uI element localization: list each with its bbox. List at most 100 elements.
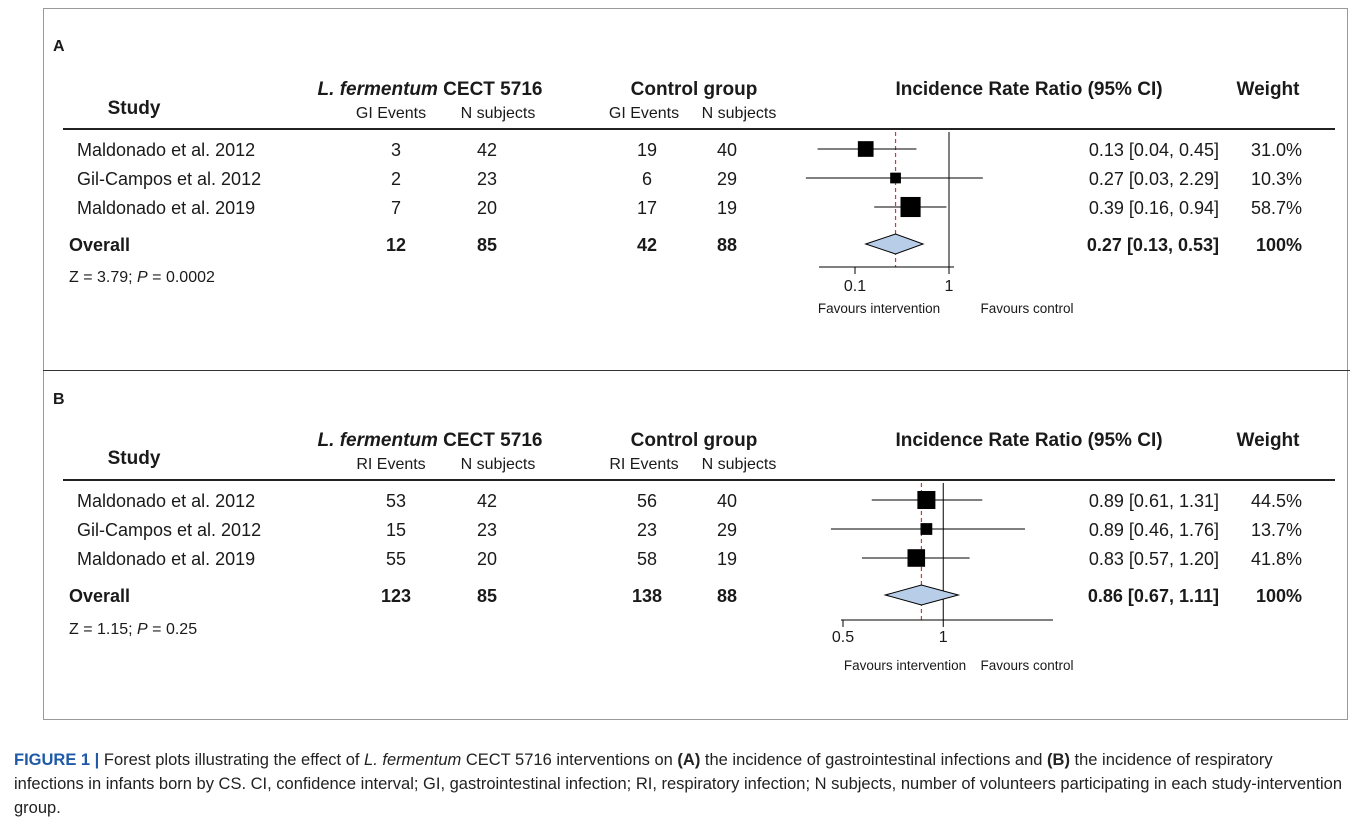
caption-panel-ref: (B) [1047, 751, 1070, 769]
axis-tick-label: 0.5 [831, 629, 855, 646]
study-header: Study [107, 98, 161, 119]
p-value: = 0.0002 [147, 269, 215, 286]
effect-header: Incidence Rate Ratio (95% CI) [895, 430, 1163, 451]
control-n-header: N subjects [701, 456, 777, 473]
control-n: 29 [716, 520, 738, 540]
intervention-n: 23 [476, 169, 498, 189]
favours-control: Favours control [980, 658, 1074, 673]
panel-b: B Study L. fermentum CECT 5716 Control g… [44, 371, 1349, 720]
intervention-header: L. fermentum CECT 5716 [318, 79, 543, 101]
strain-name: CECT 5716 [437, 79, 543, 100]
intervention-events-header: GI Events [355, 105, 427, 122]
study-name: Maldonado et al. 2012 [77, 140, 256, 160]
ci-text: 0.89 [0.46, 1.76] [1088, 520, 1219, 540]
weight-value: 10.3% [1250, 169, 1302, 189]
intervention-n-header: N subjects [460, 105, 536, 122]
panel-letter: B [53, 391, 65, 408]
overall-diamond [883, 584, 961, 606]
intervention-events: 15 [385, 520, 407, 540]
weight-header: Weight [1236, 79, 1300, 100]
axis-tick-label: 0.1 [843, 278, 867, 295]
caption-species: L. fermentum [364, 751, 462, 769]
study-marker [857, 141, 874, 157]
study-marker [907, 549, 926, 567]
z-prefix: Z = 1.15; [69, 621, 138, 638]
weight-value: 31.0% [1250, 140, 1302, 160]
panel-a: A Study L. fermentum CECT 5716 Control g… [44, 8, 1349, 370]
control-n: 88 [716, 235, 738, 255]
ci-text: 0.86 [0.67, 1.11] [1087, 586, 1219, 606]
effect-header: Incidence Rate Ratio (95% CI) [895, 79, 1163, 100]
weight-value: 100% [1255, 586, 1302, 606]
control-n-header: N subjects [701, 105, 777, 122]
header-rule [63, 479, 1335, 481]
forest-plot-a [805, 132, 983, 274]
overall-diamond [864, 233, 925, 255]
control-events: 6 [641, 169, 653, 189]
intervention-events: 2 [390, 169, 402, 189]
species-name: L. fermentum [317, 430, 438, 451]
control-events: 138 [631, 586, 663, 606]
control-n: 40 [716, 491, 738, 511]
axis-tick-label: 1 [944, 278, 954, 295]
study-header: Study [107, 448, 161, 469]
ci-text: 0.27 [0.03, 2.29] [1088, 169, 1219, 189]
intervention-n: 85 [476, 586, 498, 606]
control-n: 29 [716, 169, 738, 189]
header-rule [63, 128, 1335, 130]
favours-control: Favours control [980, 301, 1074, 316]
overall-label: Overall [69, 235, 131, 255]
axis-tick-label: 1 [938, 629, 948, 646]
overall-label: Overall [69, 586, 131, 606]
ci-text: 0.83 [0.57, 1.20] [1088, 549, 1219, 569]
study-name: Maldonado et al. 2012 [77, 491, 256, 511]
intervention-events: 53 [385, 491, 407, 511]
ci-text: 0.39 [0.16, 0.94] [1088, 198, 1219, 218]
control-events: 23 [636, 520, 658, 540]
control-events: 58 [636, 549, 658, 569]
study-marker [900, 196, 921, 218]
caption-text: Forest plots illustrating the effect of [99, 751, 365, 769]
strain-name: CECT 5716 [437, 430, 543, 451]
favours-intervention: Favours intervention [843, 658, 967, 673]
weight-value: 44.5% [1250, 491, 1302, 511]
intervention-events: 3 [390, 140, 402, 160]
weight-header: Weight [1236, 430, 1300, 451]
figure-frame [43, 8, 1348, 720]
control-n: 19 [716, 549, 738, 569]
intervention-header: L. fermentum CECT 5716 [318, 430, 543, 452]
study-name: Gil-Campos et al. 2012 [77, 169, 262, 189]
intervention-n: 85 [476, 235, 498, 255]
control-n: 88 [716, 586, 738, 606]
control-n: 19 [716, 198, 738, 218]
panel-letter: A [53, 38, 65, 55]
caption-text: CECT 5716 interventions on [461, 751, 678, 769]
control-header: Control group [630, 430, 758, 451]
intervention-n: 23 [476, 520, 498, 540]
p-symbol: P [137, 269, 148, 286]
study-marker [890, 172, 901, 184]
study-marker [920, 523, 933, 535]
z-statistic: Z = 1.15; P = 0.25 [69, 621, 197, 639]
ci-text: 0.13 [0.04, 0.45] [1088, 140, 1219, 160]
intervention-events: 7 [390, 198, 402, 218]
z-prefix: Z = 3.79; [69, 269, 138, 286]
intervention-n: 42 [476, 140, 498, 160]
intervention-events: 12 [385, 235, 407, 255]
weight-value: 13.7% [1250, 520, 1302, 540]
control-n: 40 [716, 140, 738, 160]
intervention-events-header: RI Events [356, 456, 426, 473]
control-events: 42 [636, 235, 658, 255]
intervention-n-header: N subjects [460, 456, 536, 473]
control-header: Control group [630, 79, 758, 100]
control-events: 56 [636, 491, 658, 511]
figure-label: FIGURE 1 | [14, 751, 100, 769]
study-name: Maldonado et al. 2019 [77, 549, 256, 569]
intervention-events: 55 [385, 549, 407, 569]
intervention-n: 20 [476, 198, 498, 218]
ci-text: 0.27 [0.13, 0.53] [1086, 235, 1219, 255]
control-events-header: RI Events [609, 456, 679, 473]
study-name: Maldonado et al. 2019 [77, 198, 256, 218]
species-name: L. fermentum [317, 79, 438, 100]
p-value: = 0.25 [147, 621, 198, 638]
